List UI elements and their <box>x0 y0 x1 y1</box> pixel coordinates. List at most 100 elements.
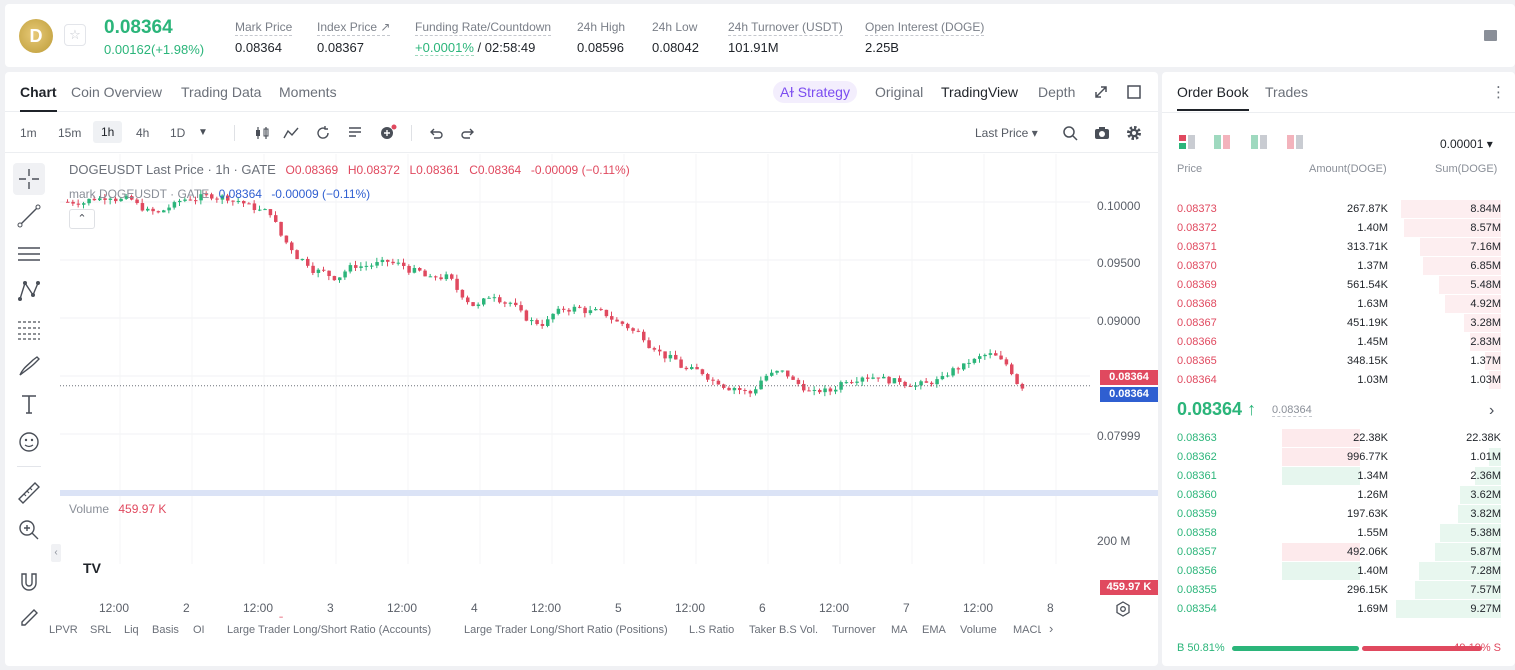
view-bids-icon[interactable] <box>1213 134 1233 150</box>
candle-body <box>604 309 609 317</box>
zoom-in-tool-icon[interactable] <box>13 514 45 546</box>
candle-type-icon[interactable] <box>254 125 270 141</box>
indicator-volume[interactable]: Volume <box>960 624 997 636</box>
indicator-taker-bs-vol[interactable]: Taker B.S Vol. <box>749 624 819 636</box>
fib-tool-icon[interactable] <box>13 313 45 345</box>
ask-row[interactable]: 0.08369 561.54K 5.48M <box>1162 276 1515 295</box>
redo-icon[interactable] <box>460 125 476 141</box>
tab-trading-data[interactable]: Trading Data <box>181 84 262 100</box>
horizontal-lines-tool-icon[interactable] <box>13 238 45 270</box>
ask-row[interactable]: 0.08366 1.45M 2.83M <box>1162 333 1515 352</box>
ask-row[interactable]: 0.08370 1.37M 6.85M <box>1162 257 1515 276</box>
timeframe-1m[interactable]: 1m <box>20 126 37 140</box>
brush-tool-icon[interactable] <box>13 350 45 382</box>
ask-row[interactable]: 0.08365 348.15K 1.37M <box>1162 352 1515 371</box>
text-tool-icon[interactable] <box>13 388 45 420</box>
indicator-turnover[interactable]: Turnover <box>832 624 876 636</box>
bid-row[interactable]: 0.08357 492.06K 5.87M <box>1162 543 1515 562</box>
order-amount: 492.06K <box>1347 546 1388 558</box>
compare-icon[interactable] <box>315 125 331 141</box>
tab-chart[interactable]: Chart <box>20 84 57 112</box>
undo-icon[interactable] <box>428 125 444 141</box>
indicator-ma[interactable]: MA <box>891 624 908 636</box>
axis-settings-icon[interactable] <box>1115 601 1131 617</box>
pattern-tool-icon[interactable] <box>13 275 45 307</box>
candle-body <box>71 201 75 204</box>
candle-body <box>860 377 865 382</box>
favorite-star-icon[interactable]: ☆ <box>64 24 86 46</box>
ask-row[interactable]: 0.08372 1.40M 8.57M <box>1162 219 1515 238</box>
view-both-icon[interactable] <box>1178 134 1198 150</box>
timeframe-1h[interactable]: 1h <box>93 121 123 143</box>
tab-order-book[interactable]: Order Book <box>1177 84 1249 111</box>
view-bids-only-icon[interactable] <box>1250 134 1270 150</box>
bid-row[interactable]: 0.08362 996.77K 1.01M <box>1162 448 1515 467</box>
tab-coin-overview[interactable]: Coin Overview <box>71 84 163 100</box>
ask-row[interactable]: 0.08364 1.03M 1.03M <box>1162 371 1515 390</box>
bid-row[interactable]: 0.08359 197.63K 3.82M <box>1162 505 1515 524</box>
amount-highlight <box>1282 543 1360 561</box>
order-amount: 451.19K <box>1347 317 1388 329</box>
indicator-macd[interactable]: MACL <box>1013 624 1041 636</box>
ruler-tool-icon[interactable] <box>13 477 45 509</box>
camera-icon[interactable] <box>1094 125 1110 141</box>
indicator-large-trader-positions[interactable]: Large Trader Long/Short Ratio (Positions… <box>464 624 668 636</box>
pencil-lock-tool-icon[interactable] <box>13 599 45 631</box>
emoji-tool-icon[interactable] <box>13 426 45 458</box>
ask-row[interactable]: 0.08368 1.63M 4.92M <box>1162 295 1515 314</box>
crosshair-tool-icon[interactable] <box>13 163 45 195</box>
precision-select[interactable]: 0.00001 ▾ <box>1440 137 1493 151</box>
view-asks-only-icon[interactable] <box>1286 134 1306 150</box>
bid-row[interactable]: 0.08360 1.26M 3.62M <box>1162 486 1515 505</box>
collapse-legend-button[interactable]: ⌃ <box>69 209 95 229</box>
expand-icon[interactable] <box>1094 85 1108 99</box>
window-icon[interactable] <box>1127 85 1141 99</box>
bid-row[interactable]: 0.08363 22.38K 22.38K <box>1162 429 1515 448</box>
tab-moments[interactable]: Moments <box>279 84 337 100</box>
timeframe-4h[interactable]: 4h <box>136 126 150 140</box>
magnet-tool-icon[interactable] <box>13 565 45 597</box>
bid-row[interactable]: 0.08356 1.40M 7.28M <box>1162 562 1515 581</box>
timeframe-15m[interactable]: 15m <box>58 126 82 140</box>
indicators-icon[interactable] <box>283 125 299 141</box>
indicator-srl[interactable]: SRL <box>90 624 112 636</box>
ask-row[interactable]: 0.08371 313.71K 7.16M <box>1162 238 1515 257</box>
ask-row[interactable]: 0.08367 451.19K 3.28M <box>1162 314 1515 333</box>
indicator-ls-ratio[interactable]: L.S Ratio <box>689 624 735 636</box>
candle-body <box>188 199 193 201</box>
strategy-button[interactable]: Aɫ Strategy <box>773 81 857 103</box>
indicator-oi[interactable]: OI <box>193 624 205 636</box>
alerts-icon[interactable] <box>379 124 397 142</box>
candlestick-chart[interactable] <box>60 154 1158 618</box>
view-original[interactable]: Original <box>875 84 924 100</box>
collapse-toolbar-icon[interactable]: ‹ <box>51 544 61 562</box>
indicator-lpvr[interactable]: LPVR <box>49 624 78 636</box>
indicator-ema[interactable]: EMA <box>922 624 946 636</box>
bid-row[interactable]: 0.08355 296.15K 7.57M <box>1162 581 1515 600</box>
bid-row[interactable]: 0.08358 1.55M 5.38M <box>1162 524 1515 543</box>
price-type-select[interactable]: Last Price ▾ <box>975 126 1038 140</box>
book-icon[interactable] <box>1484 30 1497 41</box>
stat-index-price[interactable]: Index Price ↗ 0.08367 <box>317 20 391 55</box>
view-tradingview[interactable]: TradingView <box>941 84 1019 100</box>
bid-row[interactable]: 0.08361 1.34M 2.36M <box>1162 467 1515 486</box>
candle-body <box>322 269 326 271</box>
view-depth[interactable]: Depth <box>1038 84 1076 100</box>
timeframe-dropdown-icon[interactable]: ▼ <box>198 127 208 138</box>
candle-body <box>300 258 305 260</box>
chart-panel: Chart Coin Overview Trading Data Moments… <box>5 72 1158 666</box>
ask-row[interactable]: 0.08373 267.87K 8.84M <box>1162 200 1515 219</box>
tab-trades[interactable]: Trades <box>1265 84 1309 100</box>
search-icon[interactable] <box>1062 125 1078 141</box>
bid-row[interactable]: 0.08354 1.69M 9.27M <box>1162 600 1515 619</box>
trendline-tool-icon[interactable] <box>13 200 45 232</box>
timeframe-1d[interactable]: 1D <box>170 126 186 140</box>
indicator-liq[interactable]: Liq <box>124 624 139 636</box>
more-menu-icon[interactable]: ⋮ <box>1491 84 1506 101</box>
chevron-right-icon[interactable]: › <box>1049 621 1054 636</box>
indicator-basis[interactable]: Basis <box>152 624 179 636</box>
settings-gear-icon[interactable] <box>1126 125 1142 141</box>
templates-icon[interactable] <box>347 125 363 141</box>
chevron-right-icon[interactable]: › <box>1489 402 1495 419</box>
indicator-large-trader-accounts[interactable]: Large Trader Long/Short Ratio (Accounts) <box>227 624 432 636</box>
